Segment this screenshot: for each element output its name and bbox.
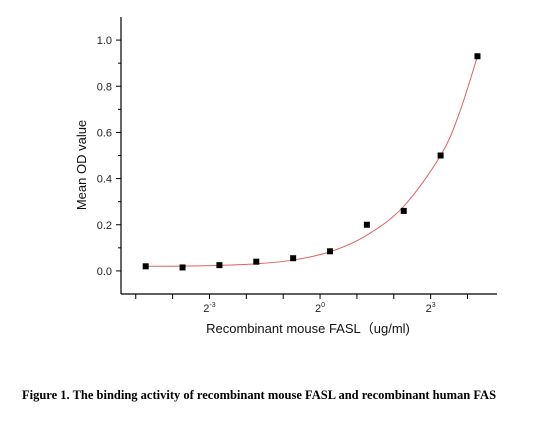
data-point (290, 255, 297, 262)
x-tick-base: 2 (315, 303, 321, 315)
y-tick-label: 0.6 (97, 127, 112, 139)
data-point (400, 207, 407, 214)
x-axis-ticks: 2-3 20 23 (135, 294, 469, 315)
data-point (179, 264, 186, 271)
x-tick-label: 23 (426, 302, 436, 315)
x-tick-base: 2 (203, 303, 209, 315)
y-tick-label: 0.0 (97, 266, 112, 278)
fit-curve (145, 56, 478, 267)
y-axis-title: Mean OD value (74, 120, 89, 210)
data-point (142, 263, 149, 270)
x-tick-base: 2 (426, 303, 432, 315)
data-point (253, 258, 260, 265)
y-tick-label: 0.8 (97, 81, 112, 93)
data-point (327, 248, 334, 255)
data-point (363, 221, 370, 228)
data-point (437, 152, 444, 159)
x-tick-label: 20 (315, 302, 325, 315)
x-tick-label: 2-3 (203, 302, 215, 315)
y-tick-label: 1.0 (97, 35, 112, 47)
x-axis-title: Recombinant mouse FASL（ug/ml) (206, 321, 410, 336)
figure-caption: Figure 1. The binding activity of recomb… (22, 388, 497, 402)
y-tick-label: 0.2 (97, 220, 112, 232)
x-tick-exponent: 3 (432, 302, 436, 309)
data-point (474, 53, 481, 60)
chart: 0.00.20.40.60.81.0 2-3 20 23 Mean OD value… (74, 17, 497, 336)
x-tick-exponent: 0 (321, 302, 325, 309)
y-axis-ticks: 0.0 0.2 0.4 0.6 0.8 1.0 (97, 35, 121, 278)
x-tick-exponent: -3 (209, 302, 215, 309)
data-point (216, 262, 223, 269)
data-points (142, 53, 481, 271)
y-tick-label: 0.4 (97, 174, 112, 186)
